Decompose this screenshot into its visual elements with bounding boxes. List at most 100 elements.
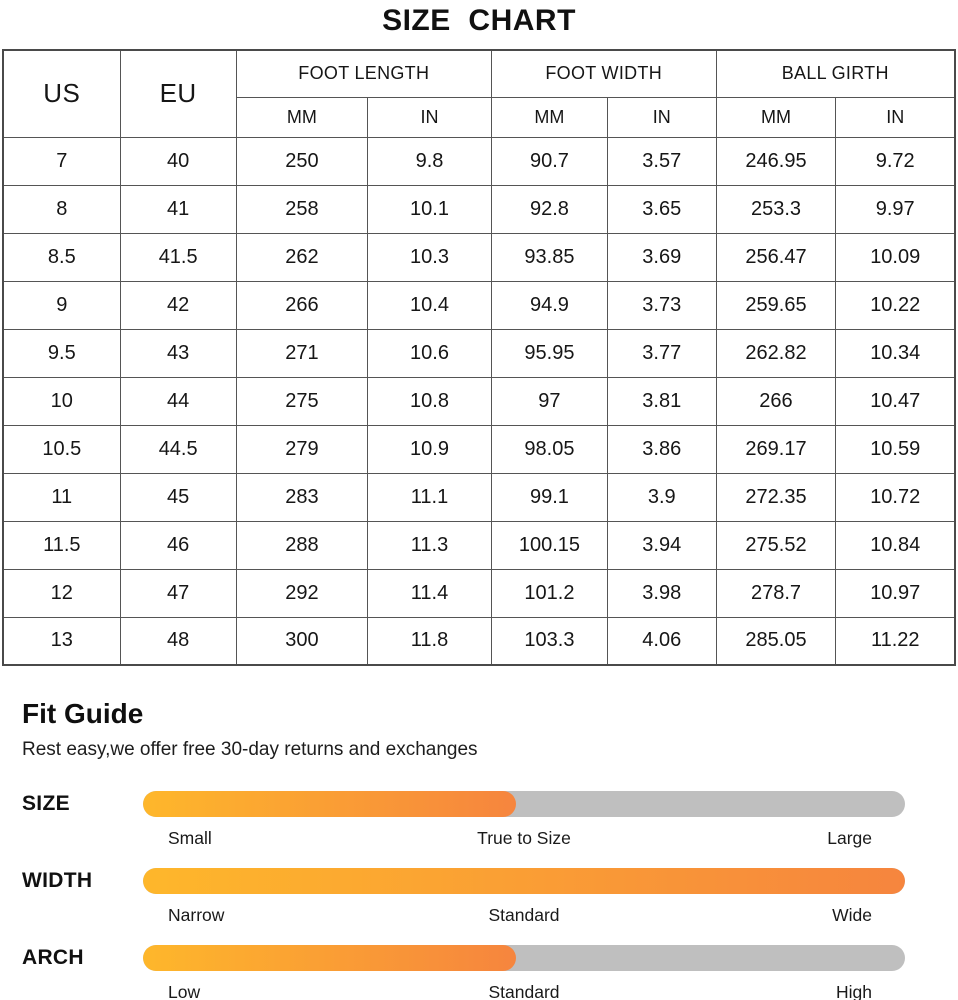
table-cell: 292 [235,568,369,618]
table-cell: 40 [119,136,237,186]
slider-main: Low Standard High [143,945,905,1000]
table-cell: 11.3 [367,520,492,570]
header-unit-mm: MM [715,96,837,138]
table-cell: 45 [119,472,237,522]
table-cell: 269.17 [715,424,837,474]
table-cell: 95.95 [490,328,609,378]
table-cell: 300 [235,616,369,666]
table-body: 7 40 250 9.8 90.7 3.57 246.95 9.72 8 41 258 10.1 92.… [2,136,956,666]
header-eu: EU [119,49,237,138]
table-cell: 10.4 [367,280,492,330]
table-cell: 11.1 [367,472,492,522]
table-cell: 10.34 [835,328,956,378]
table-cell: 10.22 [835,280,956,330]
table-cell: 10.9 [367,424,492,474]
table-cell: 262 [235,232,369,282]
table-cell: 41 [119,184,237,234]
table-cell: 288 [235,520,369,570]
table-cell: 9.72 [835,136,956,186]
slider-label-width: WIDTH [22,869,93,892]
table-cell: 7 [2,136,121,186]
slider-fill [143,868,905,894]
table-row: 12 47 292 11.4 101.2 3.98 278.7 10.97 [2,568,956,618]
table-cell: 250 [235,136,369,186]
slider-row-arch: ARCH Low Standard High [0,945,958,1000]
table-cell: 253.3 [715,184,837,234]
slider-row-width: WIDTH Narrow Standard Wide [0,868,958,931]
table-cell: 3.77 [607,328,717,378]
table-cell: 275.52 [715,520,837,570]
slider-scale-label: Small [168,828,212,848]
table-cell: 256.47 [715,232,837,282]
slider-track [143,791,905,817]
table-cell: 10.1 [367,184,492,234]
header-unit-in: IN [607,96,717,138]
slider-scale-label: Wide [832,905,872,925]
table-cell: 10 [2,376,121,426]
table-cell: 11.22 [835,616,956,666]
table-cell: 10.09 [835,232,956,282]
header-unit-in: IN [367,96,492,138]
table-cell: 47 [119,568,237,618]
table-cell: 11 [2,472,121,522]
slider-label-size: SIZE [22,792,70,815]
table-cell: 259.65 [715,280,837,330]
table-cell: 103.3 [490,616,609,666]
table-row: 8 41 258 10.1 92.8 3.65 253.3 9.97 [2,184,956,234]
table-cell: 275 [235,376,369,426]
table-cell: 279 [235,424,369,474]
slider-label-arch: ARCH [22,946,84,969]
table-cell: 258 [235,184,369,234]
table-cell: 92.8 [490,184,609,234]
header-foot-length: FOOT LENGTH [235,49,492,98]
table-cell: 9.8 [367,136,492,186]
table-cell: 44.5 [119,424,237,474]
table-cell: 11.4 [367,568,492,618]
table-cell: 3.81 [607,376,717,426]
table-cell: 262.82 [715,328,837,378]
table-cell: 4.06 [607,616,717,666]
table-cell: 99.1 [490,472,609,522]
table-row: 10.5 44.5 279 10.9 98.05 3.86 269.17 10.59 [2,424,956,474]
table-cell: 266 [235,280,369,330]
table-cell: 101.2 [490,568,609,618]
table-cell: 9.5 [2,328,121,378]
slider-main: Small True to Size Large [143,791,905,854]
fit-guide-section: Fit Guide Rest easy,we offer free 30-day… [0,698,958,761]
table-cell: 97 [490,376,609,426]
table-cell: 246.95 [715,136,837,186]
table-cell: 285.05 [715,616,837,666]
fit-guide-subheading: Rest easy,we offer free 30-day returns a… [22,739,478,760]
table-cell: 10.8 [367,376,492,426]
header-unit-in: IN [835,96,956,138]
table-cell: 3.73 [607,280,717,330]
table-cell: 10.47 [835,376,956,426]
table-row: 7 40 250 9.8 90.7 3.57 246.95 9.72 [2,136,956,186]
table-cell: 8 [2,184,121,234]
slider-fill [143,791,517,817]
table-row: 9 42 266 10.4 94.9 3.73 259.65 10.22 [2,280,956,330]
slider-scale-label: Standard [488,905,560,925]
header-unit-mm: MM [490,96,609,138]
table-row: 9.5 43 271 10.6 95.95 3.77 262.82 10.34 [2,328,956,378]
table-cell: 9 [2,280,121,330]
table-cell: 10.97 [835,568,956,618]
table-cell: 3.94 [607,520,717,570]
table-cell: 41.5 [119,232,237,282]
table-cell: 11.5 [2,520,121,570]
table-cell: 48 [119,616,237,666]
header-unit-mm: MM [235,96,369,138]
table-row: 8.5 41.5 262 10.3 93.85 3.69 256.47 10.09 [2,232,956,282]
table-cell: 10.84 [835,520,956,570]
table-cell: 3.98 [607,568,717,618]
table-cell: 43 [119,328,237,378]
table-row: 11.5 46 288 11.3 100.15 3.94 275.52 10.84 [2,520,956,570]
slider-main: Narrow Standard Wide [143,868,905,931]
table-cell: 44 [119,376,237,426]
table-row: 11 45 283 11.1 99.1 3.9 272.35 10.72 [2,472,956,522]
table-cell: 10.5 [2,424,121,474]
slider-scale-labels: Small True to Size Large [143,826,905,854]
table-cell: 266 [715,376,837,426]
table-cell: 9.97 [835,184,956,234]
